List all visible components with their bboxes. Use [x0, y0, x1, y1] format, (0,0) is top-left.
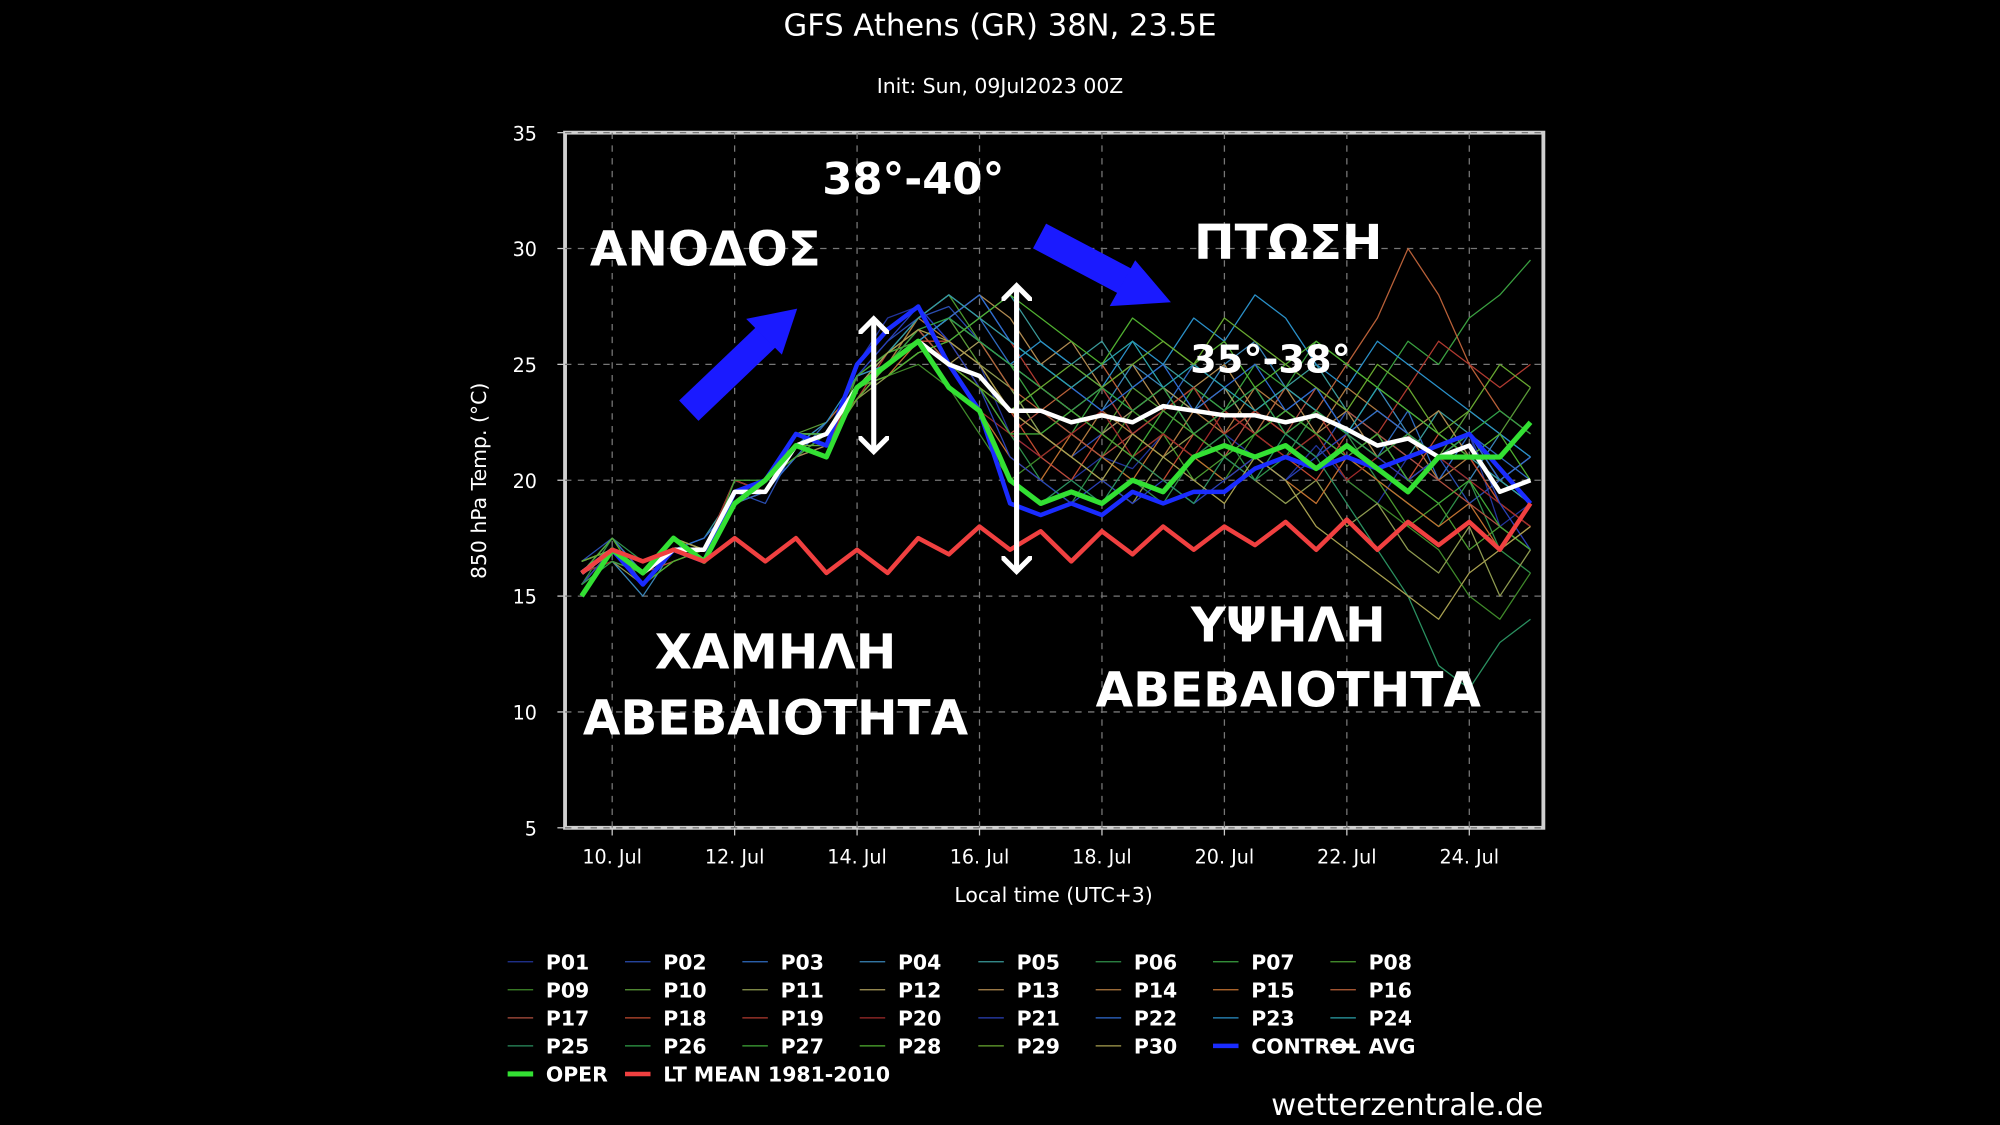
legend-label: P14 [1134, 978, 1177, 1002]
legend-label: P05 [1017, 950, 1060, 974]
legend-label: P28 [898, 1035, 941, 1059]
fall-arrow-head [1109, 260, 1171, 307]
x-axis-label: Local time (UTC+3) [954, 883, 1152, 907]
legend-label: P17 [546, 1007, 589, 1031]
legend-label: CONTROL [1251, 1035, 1360, 1059]
chart-title: GFS Athens (GR) 38N, 23.5E [783, 9, 1216, 44]
legend-label: P24 [1369, 1007, 1412, 1031]
legend-label: AVG [1369, 1035, 1416, 1059]
legend: P01 P02 P03 P04 P05 P06 P07 P08 P09 P10 P11 P12 P13 P… [507, 950, 1416, 1087]
legend-label: P20 [898, 1007, 941, 1031]
source-credit: wetterzentrale.de [1271, 1088, 1543, 1123]
y-tick-label: 30 [513, 238, 537, 261]
legend-label: P18 [663, 1007, 706, 1031]
annotations: 38°-40° ΑΝΟΔΟΣ ΠΤΩΣΗ 35°-38° ΧΑΜΗΛΗ ΑΒΕΒ… [583, 155, 1482, 747]
legend-label: P03 [781, 950, 824, 974]
annotation: ΥΨΗΛΗ [1190, 598, 1386, 654]
y-tick-label: 10 [513, 702, 537, 725]
legend-label: P02 [663, 950, 706, 974]
x-tick-label: 10. Jul [582, 846, 642, 869]
legend-label: P07 [1251, 950, 1294, 974]
series-line [580, 502, 1533, 576]
annotation: 38°-40° [822, 155, 1004, 205]
annotation: ΧΑΜΗΛΗ [655, 624, 897, 680]
y-tick-label: 25 [513, 354, 537, 377]
legend-label: P09 [546, 978, 589, 1002]
legend-label: P19 [781, 1007, 824, 1031]
annotation: ΠΤΩΣΗ [1194, 215, 1382, 271]
x-tick-label: 20. Jul [1195, 846, 1255, 869]
annotation: 35°-38° [1190, 337, 1351, 382]
annotation: ΑΒΕΒΑΙΟΤΗΤΑ [1096, 663, 1482, 719]
x-tick-label: 14. Jul [827, 846, 887, 869]
y-tick-label: 5 [525, 817, 537, 840]
y-tick-label: 15 [513, 586, 537, 609]
x-tick-label: 16. Jul [950, 846, 1010, 869]
x-tick-label: 12. Jul [705, 846, 765, 869]
annotation: ΑΒΕΒΑΙΟΤΗΤΑ [583, 691, 969, 747]
annotation: ΑΝΟΔΟΣ [590, 221, 821, 277]
series-line [580, 338, 1532, 576]
legend-label: P29 [1017, 1035, 1060, 1059]
legend-label: P13 [1017, 978, 1060, 1002]
legend-label: P27 [781, 1035, 824, 1059]
y-tick-label: 35 [513, 122, 537, 145]
legend-label: P08 [1369, 950, 1412, 974]
legend-label: OPER [546, 1063, 608, 1087]
legend-label: P23 [1251, 1007, 1294, 1031]
legend-label: LT MEAN 1981-2010 [663, 1063, 890, 1087]
legend-label: P16 [1369, 978, 1412, 1002]
legend-label: P25 [546, 1035, 589, 1059]
legend-label: P10 [663, 978, 706, 1002]
x-tick-label: 18. Jul [1072, 846, 1132, 869]
fall-arrow-shaft [1032, 223, 1136, 296]
series-line [579, 338, 1533, 598]
legend-label: P26 [663, 1035, 706, 1059]
legend-label: P12 [898, 978, 941, 1002]
legend-label: P15 [1251, 978, 1294, 1002]
series-line [581, 340, 1531, 574]
legend-label: P04 [898, 950, 941, 974]
x-tick-label: 24. Jul [1440, 846, 1500, 869]
legend-label: P06 [1134, 950, 1177, 974]
rise-arrow-head [746, 308, 798, 355]
rise-arrow-shaft [679, 321, 782, 421]
x-tick-label: 22. Jul [1317, 846, 1377, 869]
legend-label: P22 [1134, 1007, 1177, 1031]
chart-subtitle: Init: Sun, 09Jul2023 00Z [877, 74, 1124, 98]
y-tick-label: 20 [513, 470, 537, 493]
legend-label: P21 [1017, 1007, 1060, 1031]
legend-label: P11 [781, 978, 824, 1002]
y-axis-label: 850 hPa Temp. (°C) [467, 383, 491, 579]
legend-label: P30 [1134, 1035, 1177, 1059]
legend-label: P01 [546, 950, 589, 974]
